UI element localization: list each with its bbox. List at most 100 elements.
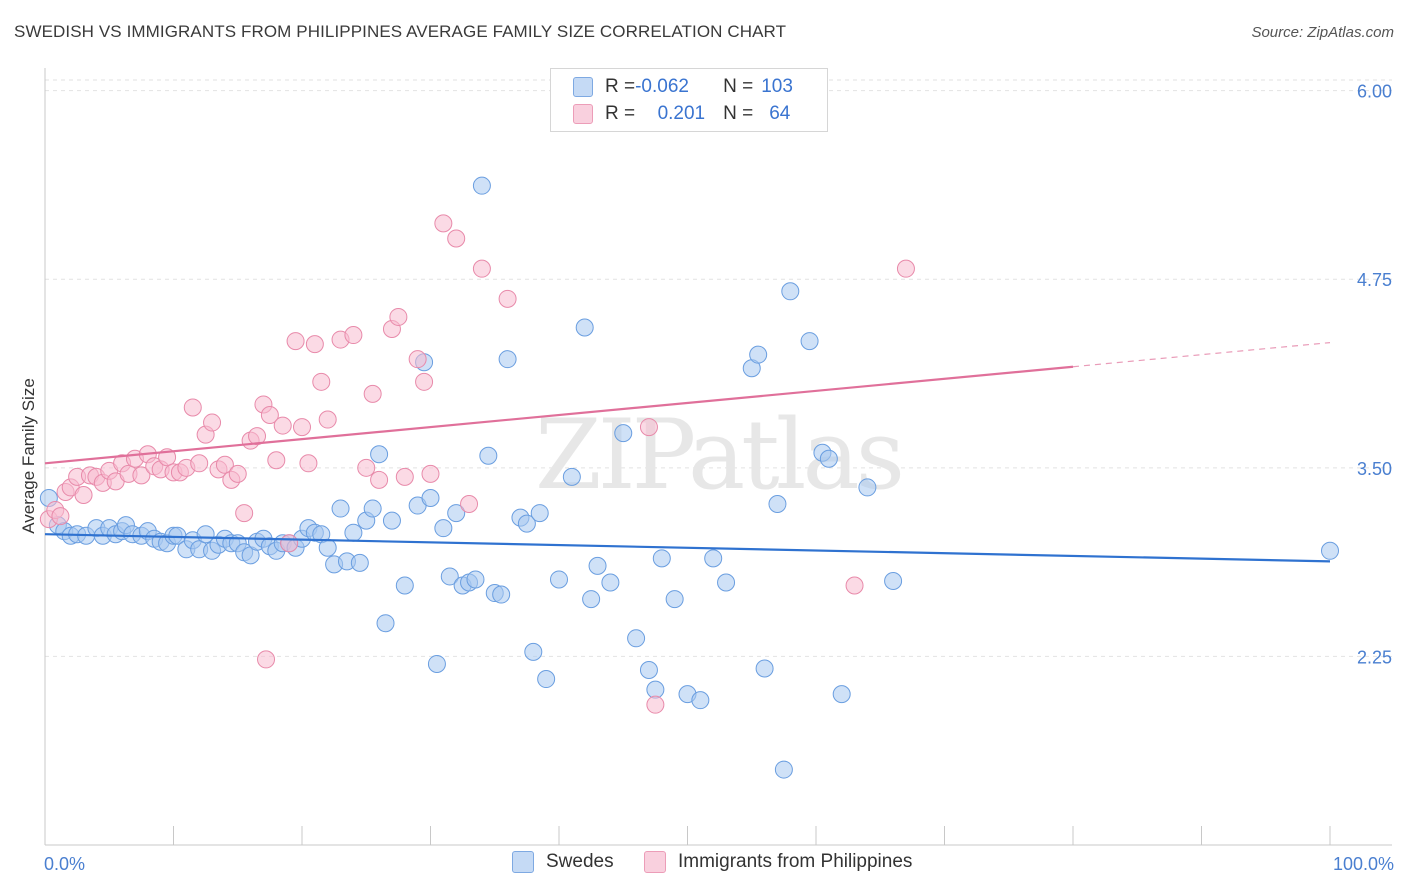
data-point xyxy=(382,511,401,530)
data-point xyxy=(421,464,440,483)
trend-layer xyxy=(44,341,1331,563)
data-point xyxy=(395,467,414,486)
data-point xyxy=(344,523,363,542)
data-point xyxy=(257,650,276,669)
legend-swatch-philippines xyxy=(573,104,593,124)
data-point xyxy=(652,549,671,568)
data-point xyxy=(286,332,305,351)
data-point xyxy=(305,335,324,354)
y-tick-label: 2.25 xyxy=(1357,647,1392,667)
data-point xyxy=(376,614,395,633)
trend-line-philippines xyxy=(44,365,1074,465)
data-point xyxy=(421,488,440,507)
data-point xyxy=(74,485,93,504)
trend-line-swedes xyxy=(44,533,1331,563)
data-point xyxy=(235,504,254,523)
data-point xyxy=(299,454,318,473)
data-point xyxy=(717,573,736,592)
trend-line-extension xyxy=(1072,341,1331,368)
data-point xyxy=(614,424,633,443)
data-point xyxy=(774,760,793,779)
data-point xyxy=(466,570,485,589)
data-point xyxy=(575,318,594,337)
data-point xyxy=(318,410,337,429)
data-point xyxy=(408,350,427,369)
data-point xyxy=(312,372,331,391)
data-point xyxy=(273,416,292,435)
legend-r-value: 0.201 xyxy=(657,103,706,124)
data-point xyxy=(524,642,543,661)
data-point xyxy=(434,214,453,233)
legend-n-label: N = xyxy=(723,76,754,97)
data-point xyxy=(665,590,684,609)
x-tick-label: 100.0% xyxy=(1333,854,1394,874)
y-axis-label: Average Family Size xyxy=(19,378,38,534)
data-point xyxy=(472,176,491,195)
watermark: ZIPatlas xyxy=(535,399,901,511)
data-point xyxy=(517,514,536,533)
grid-layer xyxy=(45,79,1392,657)
data-point xyxy=(646,695,665,714)
data-point xyxy=(215,455,234,474)
legend-r-label: R = xyxy=(605,76,636,97)
legend-r-label: R = xyxy=(605,103,636,124)
data-point xyxy=(530,504,549,523)
data-point xyxy=(132,466,151,485)
data-point xyxy=(190,454,209,473)
y-tick-label: 3.50 xyxy=(1357,459,1392,479)
data-point xyxy=(203,413,222,432)
data-point xyxy=(691,691,710,710)
data-point xyxy=(318,538,337,557)
data-point xyxy=(51,507,70,526)
data-point xyxy=(363,384,382,403)
legend-row-swedes: R = -0.062 N = 103 xyxy=(573,75,793,99)
legend-r-value: -0.062 xyxy=(635,76,689,97)
data-point xyxy=(370,470,389,489)
data-point xyxy=(588,556,607,575)
data-point xyxy=(704,549,723,568)
data-point xyxy=(267,451,286,470)
data-point xyxy=(1321,541,1339,560)
data-point xyxy=(498,350,517,369)
data-point xyxy=(350,553,369,572)
data-point xyxy=(248,427,267,446)
data-point xyxy=(293,418,311,437)
data-point xyxy=(363,499,382,518)
data-point xyxy=(427,654,446,673)
data-point xyxy=(260,406,279,425)
data-point xyxy=(460,495,479,514)
data-point xyxy=(639,660,658,679)
legend-n-value: 64 xyxy=(769,103,791,124)
data-point xyxy=(498,289,517,308)
series-legend: Swedes Immigrants from Philippines xyxy=(0,851,1406,877)
series-legend-swedes: Swedes xyxy=(512,851,614,873)
data-point xyxy=(357,458,376,477)
data-point xyxy=(344,326,363,345)
legend-row-philippines: R = 0.201 N = 64 xyxy=(573,102,790,126)
data-point xyxy=(370,445,389,464)
legend-n-value: 103 xyxy=(761,76,793,97)
data-point xyxy=(395,576,414,595)
data-point xyxy=(434,519,453,538)
series-swatch-swedes xyxy=(512,851,534,873)
data-point xyxy=(646,680,665,699)
data-point xyxy=(749,345,768,364)
data-point xyxy=(440,567,459,586)
data-point xyxy=(492,585,511,604)
correlation-legend: R = -0.062 N = 103 R = 0.201 N = 64 xyxy=(550,68,828,132)
data-point xyxy=(781,282,800,301)
data-point xyxy=(479,446,498,465)
data-point xyxy=(389,307,408,326)
data-point xyxy=(331,499,350,518)
data-point xyxy=(280,534,299,553)
x-tick-label: 0.0% xyxy=(44,854,85,874)
data-point xyxy=(627,629,646,648)
data-point xyxy=(183,398,202,417)
data-point xyxy=(755,659,774,678)
data-point xyxy=(845,576,864,595)
data-point xyxy=(228,464,247,483)
legend-swatch-swedes xyxy=(573,77,593,97)
data-point xyxy=(601,573,620,592)
chart-source: Source: ZipAtlas.com xyxy=(1251,24,1394,41)
